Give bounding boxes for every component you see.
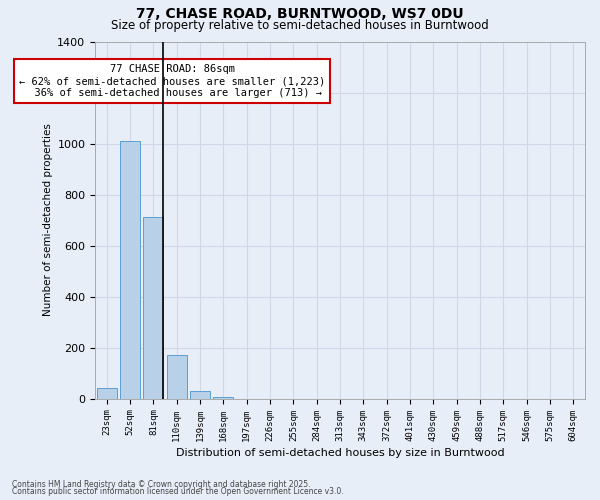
Bar: [97, 388, 116, 398]
Text: Contains HM Land Registry data © Crown copyright and database right 2025.: Contains HM Land Registry data © Crown c…: [12, 480, 311, 489]
X-axis label: Distribution of semi-detached houses by size in Burntwood: Distribution of semi-detached houses by …: [176, 448, 505, 458]
Text: Size of property relative to semi-detached houses in Burntwood: Size of property relative to semi-detach…: [111, 19, 489, 32]
Y-axis label: Number of semi-detached properties: Number of semi-detached properties: [43, 124, 53, 316]
Bar: [120, 141, 140, 399]
Text: Contains public sector information licensed under the Open Government Licence v3: Contains public sector information licen…: [12, 487, 344, 496]
Text: 77, CHASE ROAD, BURNTWOOD, WS7 0DU: 77, CHASE ROAD, BURNTWOOD, WS7 0DU: [136, 8, 464, 22]
Bar: [143, 218, 163, 398]
Text: 77 CHASE ROAD: 86sqm
← 62% of semi-detached houses are smaller (1,223)
  36% of : 77 CHASE ROAD: 86sqm ← 62% of semi-detac…: [19, 64, 325, 98]
Bar: [167, 355, 187, 399]
Bar: [190, 391, 210, 398]
